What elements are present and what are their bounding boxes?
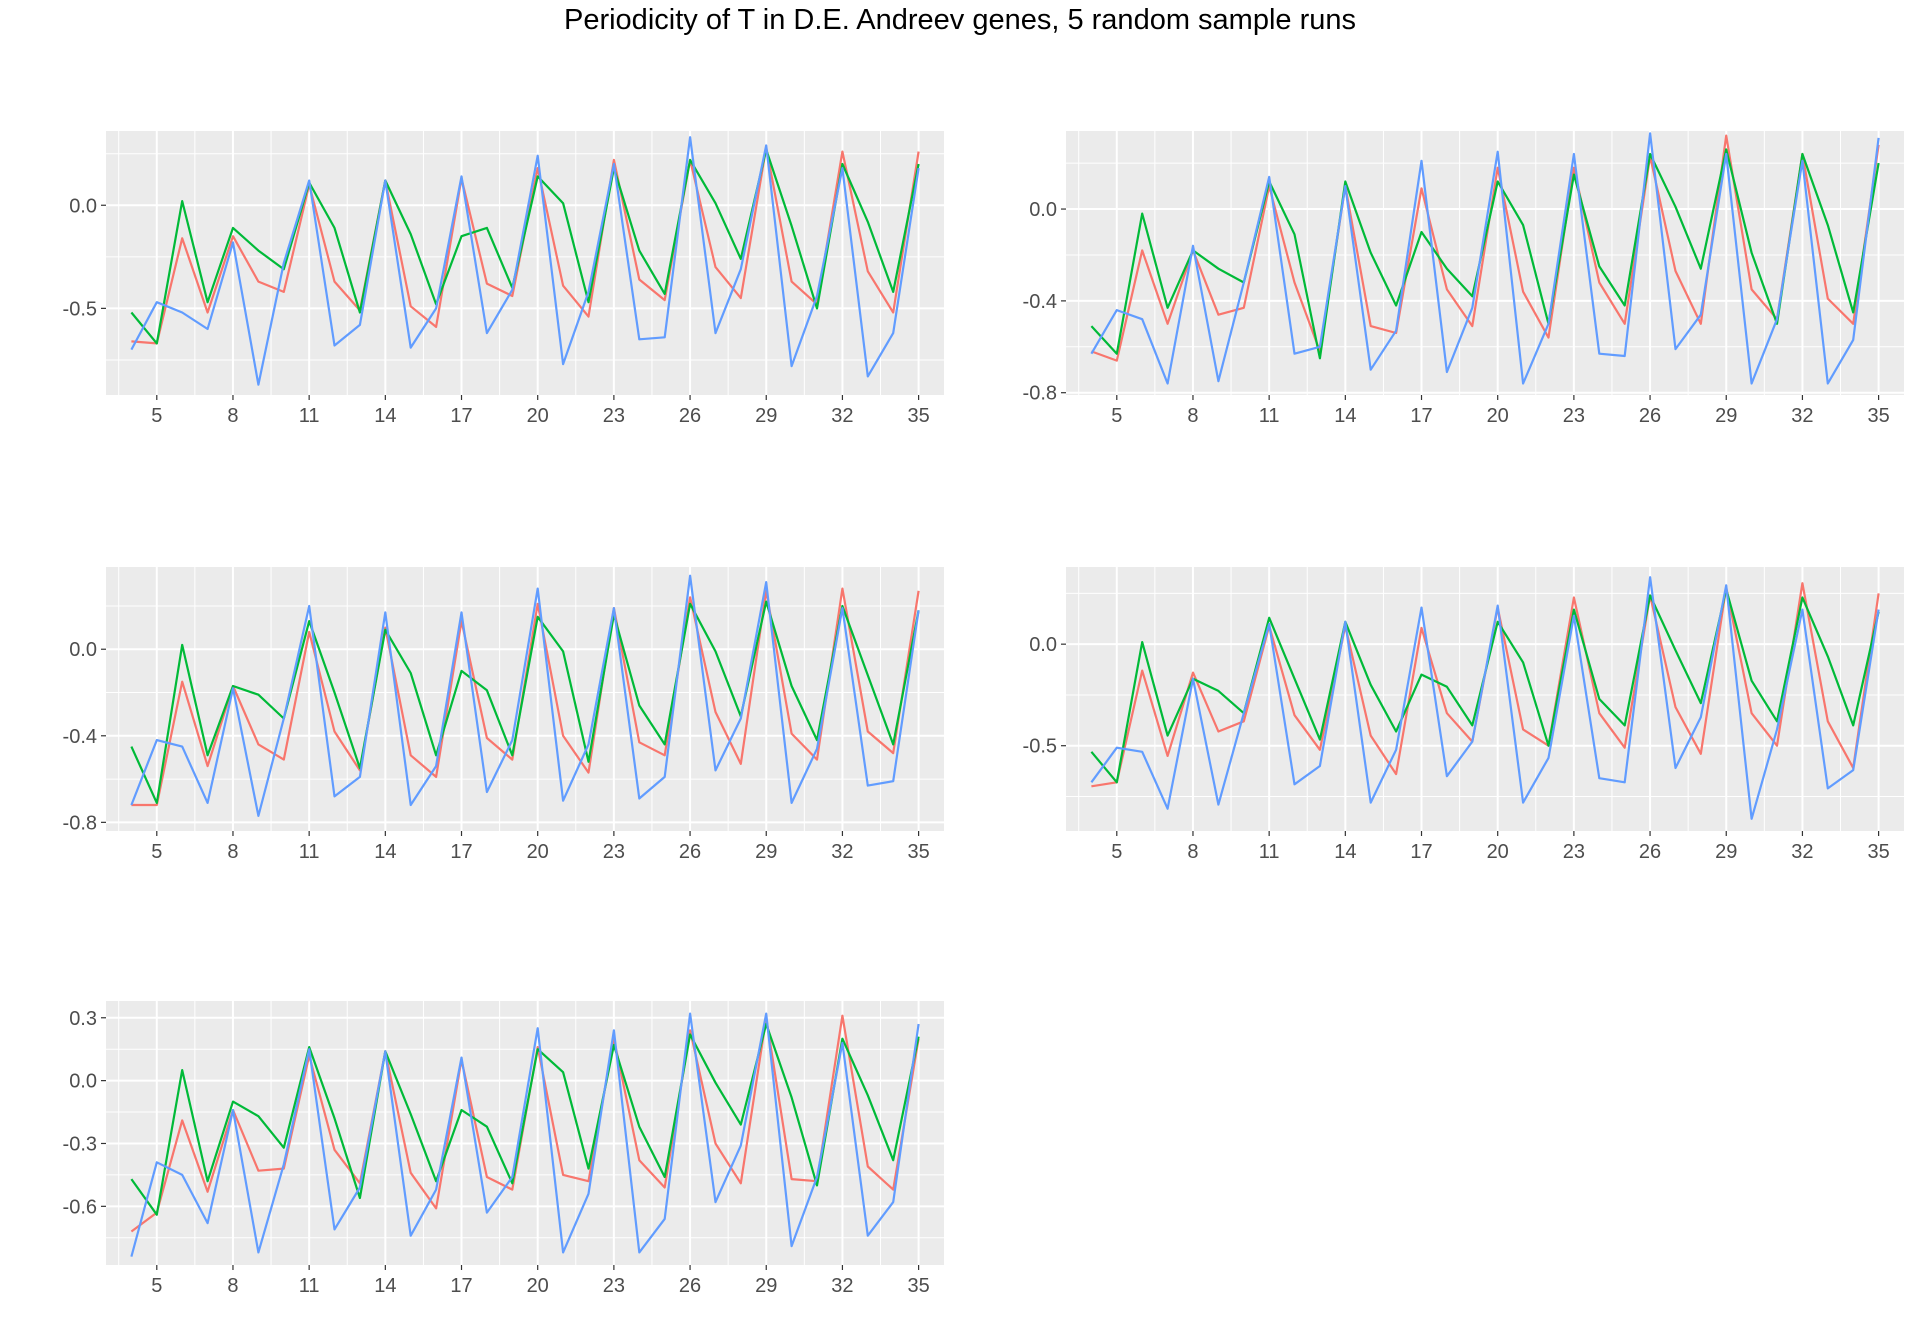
series-line-3 <box>130 1012 920 1257</box>
series-line-2 <box>1090 148 1880 360</box>
y-tick-label: -0.6 <box>63 1196 97 1218</box>
y-tick-label: 0.0 <box>1029 634 1057 656</box>
series-line-2 <box>130 1022 920 1216</box>
x-tick-label: 26 <box>679 841 701 863</box>
x-tick-label: 20 <box>1487 841 1509 863</box>
x-tick-label: 23 <box>603 405 625 427</box>
y-tick-label: -0.4 <box>1023 291 1057 313</box>
x-tick-label: 20 <box>1487 405 1509 427</box>
x-tick-label: 35 <box>1867 841 1889 863</box>
y-tick-label: -0.5 <box>63 298 97 320</box>
series-line-2 <box>130 148 920 345</box>
x-tick-label: 26 <box>679 405 701 427</box>
x-tick-label: 11 <box>299 1275 320 1297</box>
panel-1: 5 8 11 14 17 20 23 26 29 32 35 -0.5 0.0 <box>63 131 944 427</box>
x-tick-label: 11 <box>299 405 320 427</box>
x-tick-label: 26 <box>1639 841 1661 863</box>
x-tick-label: 29 <box>1715 405 1737 427</box>
x-tick-label: 29 <box>755 405 777 427</box>
y-tick-label: 0.0 <box>69 195 97 217</box>
x-tick-label: 32 <box>831 1275 853 1297</box>
x-tick-label: 14 <box>1334 841 1356 863</box>
x-tick-label: 17 <box>1410 405 1432 427</box>
x-tick-label: 17 <box>1410 841 1432 863</box>
panel-3: 5 8 11 14 17 20 23 26 29 32 35 -0.8 -0.4 0.0 <box>63 567 944 863</box>
x-tick-label: 29 <box>755 1275 777 1297</box>
x-tick-label: 5 <box>151 841 162 863</box>
x-tick-label: 5 <box>151 1275 162 1297</box>
x-tick-label: 17 <box>450 405 472 427</box>
panel-background <box>1066 567 1904 831</box>
panel-4: 5 8 11 14 17 20 23 26 29 32 35 -0.5 0.0 <box>1023 567 1904 863</box>
figure-title: Periodicity of T in D.E. Andreev genes, … <box>563 4 1356 36</box>
panel-background <box>106 1001 944 1265</box>
x-tick-label: 20 <box>527 1275 549 1297</box>
x-tick-label: 14 <box>374 841 396 863</box>
x-tick-label: 32 <box>831 841 853 863</box>
x-tick-label: 26 <box>1639 405 1661 427</box>
x-tick-label: 26 <box>679 1275 701 1297</box>
x-tick-label: 32 <box>1791 405 1813 427</box>
x-tick-label: 35 <box>1867 405 1889 427</box>
x-tick-label: 14 <box>374 1275 396 1297</box>
x-tick-label: 32 <box>1791 841 1813 863</box>
x-tick-label: 23 <box>1563 405 1585 427</box>
series-line-3 <box>130 136 920 386</box>
y-tick-label: 0.3 <box>69 1008 97 1030</box>
y-tick-label: 0.0 <box>69 1071 97 1093</box>
x-tick-label: 35 <box>907 1275 929 1297</box>
x-tick-label: 14 <box>374 405 396 427</box>
x-tick-label: 5 <box>1111 405 1122 427</box>
x-tick-label: 5 <box>151 405 162 427</box>
y-tick-label: -0.8 <box>63 812 97 834</box>
x-tick-label: 8 <box>1187 405 1198 427</box>
y-tick-label: 0.0 <box>69 639 97 661</box>
series-line-3 <box>1090 132 1880 385</box>
y-tick-label: -0.8 <box>1023 383 1057 405</box>
x-tick-label: 32 <box>831 405 853 427</box>
x-tick-label: 20 <box>527 841 549 863</box>
x-tick-label: 35 <box>907 841 929 863</box>
x-tick-label: 11 <box>1259 841 1280 863</box>
series-line-3 <box>1090 576 1880 820</box>
series-line-1 <box>1091 134 1880 362</box>
x-tick-label: 8 <box>1187 841 1198 863</box>
x-tick-label: 20 <box>527 405 549 427</box>
panel-background <box>1066 131 1904 395</box>
series-line-3 <box>130 574 920 818</box>
y-tick-label: -0.5 <box>1023 736 1057 758</box>
panel-5: 5 8 11 14 17 20 23 26 29 32 35 -0.6 -0.3 0.0 0.3 <box>63 1001 944 1297</box>
x-tick-label: 11 <box>1259 405 1280 427</box>
y-tick-label: -0.4 <box>63 726 97 748</box>
x-tick-label: 35 <box>907 405 929 427</box>
x-tick-label: 8 <box>227 841 238 863</box>
x-tick-label: 11 <box>299 841 320 863</box>
x-tick-label: 17 <box>450 1275 472 1297</box>
x-tick-label: 23 <box>1563 841 1585 863</box>
x-tick-label: 23 <box>603 1275 625 1297</box>
panel-background <box>106 131 944 395</box>
x-tick-label: 29 <box>1715 841 1737 863</box>
panel-2: 5 8 11 14 17 20 23 26 29 32 35 -0.8 -0.4 0.0 <box>1023 131 1904 427</box>
series-line-2 <box>130 600 920 805</box>
x-tick-label: 17 <box>450 841 472 863</box>
y-tick-label: 0.0 <box>1029 199 1057 221</box>
y-tick-label: -0.3 <box>63 1133 97 1155</box>
x-tick-label: 14 <box>1334 405 1356 427</box>
x-tick-label: 5 <box>1111 841 1122 863</box>
x-tick-label: 8 <box>227 1275 238 1297</box>
x-tick-label: 29 <box>755 841 777 863</box>
x-tick-label: 23 <box>603 841 625 863</box>
x-tick-label: 8 <box>227 405 238 427</box>
